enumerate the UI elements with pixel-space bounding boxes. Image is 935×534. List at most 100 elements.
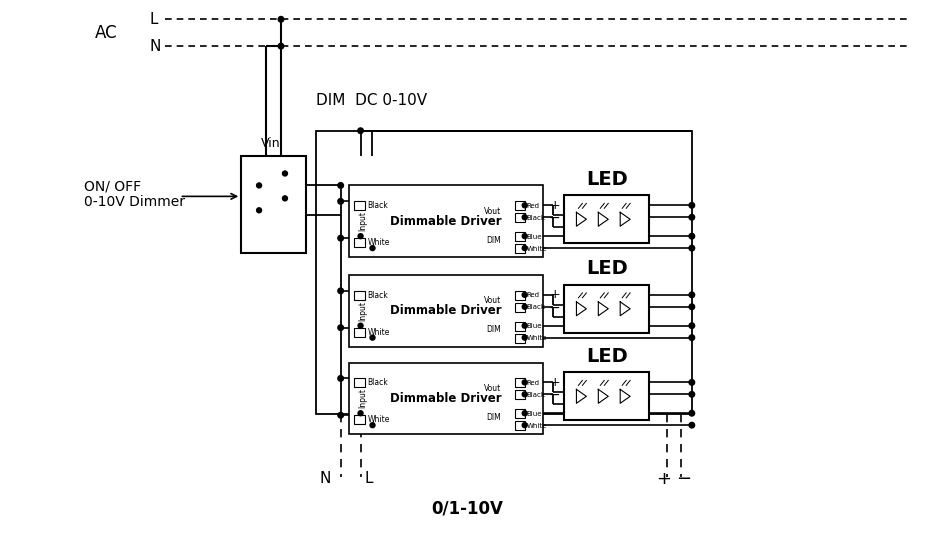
Circle shape — [523, 323, 527, 328]
Text: ON/ OFF
0-10V Dimmer: ON/ OFF 0-10V Dimmer — [84, 179, 185, 209]
Circle shape — [338, 183, 343, 188]
Circle shape — [689, 323, 695, 328]
Text: Black: Black — [526, 304, 546, 310]
Circle shape — [689, 304, 695, 310]
Text: Vout: Vout — [483, 207, 501, 216]
Text: Input: Input — [358, 211, 367, 231]
Text: LED: LED — [586, 170, 627, 189]
Text: Red: Red — [526, 380, 539, 386]
Text: DIM  DC 0-10V: DIM DC 0-10V — [316, 93, 427, 108]
Circle shape — [370, 246, 375, 250]
Circle shape — [279, 43, 283, 49]
Text: Dimmable Driver: Dimmable Driver — [390, 392, 501, 405]
Circle shape — [689, 292, 695, 297]
Bar — [515, 379, 525, 387]
Text: Black: Black — [526, 215, 546, 221]
Circle shape — [689, 202, 695, 208]
Circle shape — [370, 423, 375, 428]
Circle shape — [523, 335, 527, 340]
Circle shape — [523, 293, 527, 297]
Circle shape — [256, 183, 262, 188]
Circle shape — [282, 196, 287, 201]
Circle shape — [689, 245, 695, 251]
Circle shape — [689, 233, 695, 239]
Text: +: + — [549, 288, 560, 301]
Bar — [353, 328, 365, 336]
Text: Black: Black — [367, 201, 388, 210]
Circle shape — [370, 335, 375, 340]
Circle shape — [689, 380, 695, 385]
Text: Dimmable Driver: Dimmable Driver — [390, 215, 501, 227]
Circle shape — [523, 392, 527, 397]
Circle shape — [523, 203, 527, 208]
Text: Vout: Vout — [483, 296, 501, 305]
Bar — [515, 321, 525, 331]
Circle shape — [338, 412, 343, 418]
Text: N: N — [150, 38, 161, 53]
Text: White: White — [526, 246, 547, 252]
Text: Vout: Vout — [483, 384, 501, 393]
Text: White: White — [367, 415, 390, 424]
Text: L: L — [150, 12, 158, 27]
Text: White: White — [526, 423, 547, 429]
Text: White: White — [526, 335, 547, 341]
Text: Red: Red — [526, 292, 539, 299]
Text: +: + — [549, 199, 560, 212]
Text: Input: Input — [358, 301, 367, 321]
Text: Vin: Vin — [261, 137, 280, 150]
Text: Input: Input — [358, 388, 367, 409]
Text: White: White — [367, 328, 390, 336]
Circle shape — [689, 215, 695, 220]
Bar — [515, 390, 525, 399]
Text: DIM: DIM — [486, 413, 501, 422]
Circle shape — [279, 17, 283, 22]
Circle shape — [358, 128, 364, 134]
Circle shape — [358, 234, 363, 239]
Bar — [515, 303, 525, 312]
Circle shape — [338, 235, 343, 241]
Circle shape — [338, 325, 343, 331]
Bar — [349, 275, 542, 347]
Circle shape — [338, 288, 343, 294]
Circle shape — [523, 423, 527, 428]
Bar — [565, 372, 649, 420]
Circle shape — [689, 422, 695, 428]
Bar — [515, 291, 525, 300]
Circle shape — [689, 335, 695, 340]
Bar — [515, 409, 525, 418]
Circle shape — [358, 411, 363, 416]
Text: DIM: DIM — [486, 235, 501, 245]
Bar — [316, 131, 692, 414]
Text: LED: LED — [586, 260, 627, 279]
Text: Black: Black — [526, 392, 546, 398]
Text: AC: AC — [95, 24, 118, 42]
Bar — [565, 195, 649, 243]
Text: Black: Black — [367, 291, 388, 300]
Circle shape — [689, 391, 695, 397]
Bar — [565, 285, 649, 333]
Bar — [349, 363, 542, 434]
Text: −: − — [549, 388, 560, 402]
Text: White: White — [367, 238, 390, 247]
Circle shape — [358, 323, 363, 328]
Circle shape — [282, 171, 287, 176]
Text: Blue: Blue — [526, 411, 542, 417]
Bar — [515, 421, 525, 430]
Bar — [353, 415, 365, 424]
Bar — [353, 238, 365, 247]
Text: −: − — [549, 301, 560, 315]
Text: −: − — [549, 211, 560, 225]
Text: +: + — [549, 376, 560, 389]
Circle shape — [523, 304, 527, 309]
Circle shape — [523, 215, 527, 220]
Circle shape — [256, 208, 262, 213]
Bar — [515, 201, 525, 210]
Text: L: L — [365, 472, 373, 486]
Circle shape — [338, 199, 343, 204]
Bar — [349, 185, 542, 257]
Bar — [353, 379, 365, 387]
Text: 0/1-10V: 0/1-10V — [431, 500, 503, 518]
Text: Blue: Blue — [526, 323, 542, 329]
Circle shape — [523, 380, 527, 385]
Text: Black: Black — [367, 379, 388, 387]
